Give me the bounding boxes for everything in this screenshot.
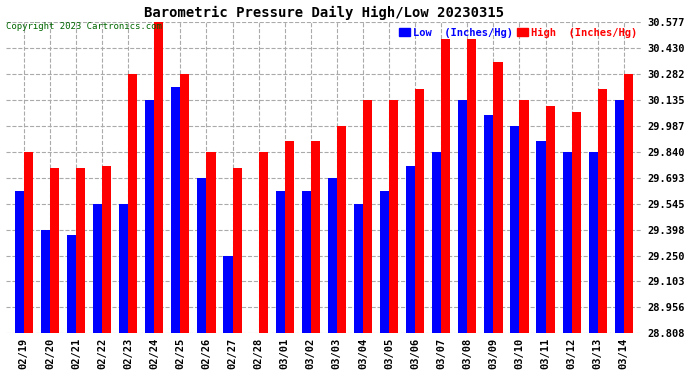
Bar [310,141,320,333]
Bar [50,168,59,333]
Bar [354,204,363,333]
Bar [389,100,398,333]
Bar [259,152,268,333]
Bar [206,152,215,333]
Bar [302,190,310,333]
Bar [24,152,33,333]
Bar [233,168,241,333]
Bar [67,234,76,333]
Bar [562,152,571,333]
Legend: Low  (Inches/Hg), High  (Inches/Hg): Low (Inches/Hg), High (Inches/Hg) [400,27,637,38]
Bar [41,230,50,333]
Bar [415,88,424,333]
Bar [171,87,180,333]
Bar [467,39,476,333]
Bar [363,100,372,333]
Bar [536,141,546,333]
Bar [484,115,493,333]
Bar [432,152,441,333]
Bar [119,204,128,333]
Bar [406,166,415,333]
Bar [155,22,164,333]
Bar [511,126,520,333]
Bar [180,74,190,333]
Bar [520,100,529,333]
Bar [615,100,624,333]
Bar [598,88,607,333]
Bar [589,152,598,333]
Bar [145,100,155,333]
Bar [93,204,102,333]
Bar [458,100,467,333]
Bar [102,166,111,333]
Text: Copyright 2023 Cartronics.com: Copyright 2023 Cartronics.com [6,22,161,31]
Bar [76,168,85,333]
Bar [441,39,451,333]
Bar [624,74,633,333]
Bar [285,141,294,333]
Bar [14,190,24,333]
Title: Barometric Pressure Daily High/Low 20230315: Barometric Pressure Daily High/Low 20230… [144,6,504,20]
Bar [275,190,285,333]
Bar [380,190,389,333]
Bar [197,178,206,333]
Bar [328,178,337,333]
Bar [224,256,233,333]
Bar [337,126,346,333]
Bar [571,112,581,333]
Bar [128,74,137,333]
Bar [493,62,502,333]
Bar [546,106,555,333]
